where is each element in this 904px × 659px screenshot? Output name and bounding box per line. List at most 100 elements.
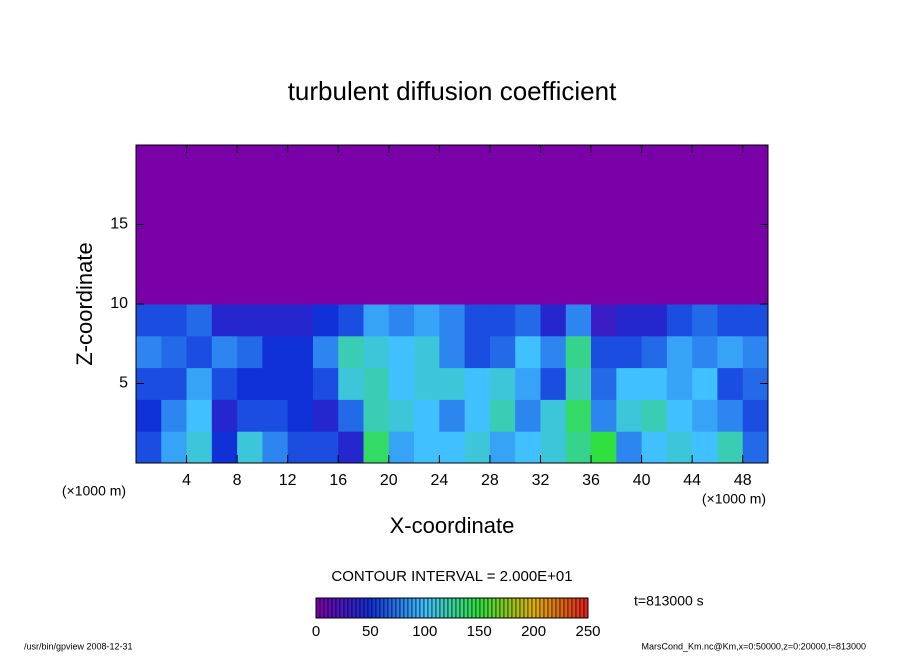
heat-cell (136, 272, 162, 305)
colorbar-stripe (495, 597, 501, 619)
heat-cell (540, 431, 567, 464)
heat-cell (565, 272, 592, 305)
colorbar-stripe (327, 597, 333, 619)
x-axis-label: X-coordinate (390, 513, 515, 538)
colorbar-stripe (427, 597, 433, 619)
heat-cell (641, 367, 668, 400)
colorbar-tick-label: 100 (412, 623, 437, 640)
heat-cell (363, 304, 390, 337)
heat-cell (641, 240, 668, 273)
heat-cell (692, 240, 718, 273)
colorbar-stripe (439, 597, 445, 619)
colorbar-stripe (547, 597, 553, 619)
colorbar-tick-label: 50 (362, 623, 379, 640)
colorbar-stripe (315, 597, 321, 619)
heat-cell (616, 272, 643, 305)
heat-cell (338, 431, 365, 464)
heat-cell (692, 367, 718, 400)
heat-cell (489, 304, 516, 337)
heat-cell (641, 304, 668, 337)
heat-cell (717, 240, 744, 273)
colorbar-tick-label: 250 (575, 623, 600, 640)
heat-cell (616, 367, 643, 400)
heat-cell (464, 304, 491, 337)
heat-cell (540, 399, 567, 432)
heat-cell (565, 367, 592, 400)
heat-cell (262, 304, 289, 337)
heat-cell (464, 399, 491, 432)
heat-cell (641, 272, 668, 305)
heat-cell (565, 240, 592, 273)
colorbar-stripe (535, 597, 541, 619)
colorbar-stripe (431, 597, 437, 619)
heat-cell (641, 399, 668, 432)
heat-cell (262, 335, 289, 369)
heat-cell (262, 367, 289, 400)
heat-cell (591, 176, 617, 210)
heat-cell (641, 208, 668, 241)
heat-cell (464, 176, 491, 210)
heat-cell (540, 335, 567, 369)
colorbar-stripe (539, 597, 545, 619)
colorbar-stripe (443, 597, 449, 619)
heat-cell (742, 272, 769, 305)
colorbar-stripe (519, 597, 525, 619)
y-axis-label: Z-coordinate (72, 242, 97, 366)
heat-cell (616, 145, 643, 178)
heat-cell (414, 399, 440, 432)
heat-cell (540, 272, 567, 305)
heat-cell (489, 208, 516, 241)
heat-cell (641, 176, 668, 210)
heat-cell (161, 208, 188, 241)
heat-cell (161, 176, 188, 210)
heat-cell (439, 367, 466, 400)
heat-cell (338, 335, 365, 369)
heat-cell (287, 304, 314, 337)
heat-cell (414, 176, 440, 210)
colorbar-stripe (447, 597, 453, 619)
heat-cell (237, 335, 263, 369)
heat-cell (312, 367, 339, 400)
heat-cell (717, 176, 744, 210)
heat-cell (489, 176, 516, 210)
heat-cell (489, 272, 516, 305)
heat-cell (439, 208, 466, 241)
heat-cell (338, 145, 365, 178)
heat-cell (237, 176, 263, 210)
heat-cell (414, 272, 440, 305)
heat-cell (388, 304, 415, 337)
heat-cell (489, 367, 516, 400)
heat-cell (464, 208, 491, 241)
heat-cell (312, 399, 339, 432)
heat-cell (136, 176, 162, 210)
heat-cell (262, 399, 289, 432)
colorbar-stripe (347, 597, 353, 619)
heat-cell (414, 208, 440, 241)
heat-cell (565, 145, 592, 178)
time-note: t=813000 s (634, 593, 704, 609)
heat-cell (363, 208, 390, 241)
heat-cell (237, 272, 263, 305)
heat-cell (565, 335, 592, 369)
heat-cell (692, 431, 718, 464)
heat-cell (363, 431, 390, 464)
heat-cell (363, 240, 390, 273)
heat-cell (464, 145, 491, 178)
x-tick-label: 4 (182, 472, 191, 489)
colorbar-stripe (559, 597, 565, 619)
heat-cell (237, 145, 263, 178)
x-tick-label: 44 (683, 472, 701, 489)
heat-cell (262, 431, 289, 464)
heat-cell (742, 176, 769, 210)
heat-cell (363, 367, 390, 400)
colorbar-stripe (351, 597, 357, 619)
heat-cell (666, 399, 693, 432)
contour-note: CONTOUR INTERVAL = 2.000E+01 (331, 568, 572, 585)
heat-cell (388, 176, 415, 210)
colorbar-stripe (395, 597, 401, 619)
heat-cell (262, 240, 289, 273)
heat-cell (692, 208, 718, 241)
colorbar-stripe (491, 597, 497, 619)
heat-cell (565, 304, 592, 337)
heat-cell (388, 272, 415, 305)
